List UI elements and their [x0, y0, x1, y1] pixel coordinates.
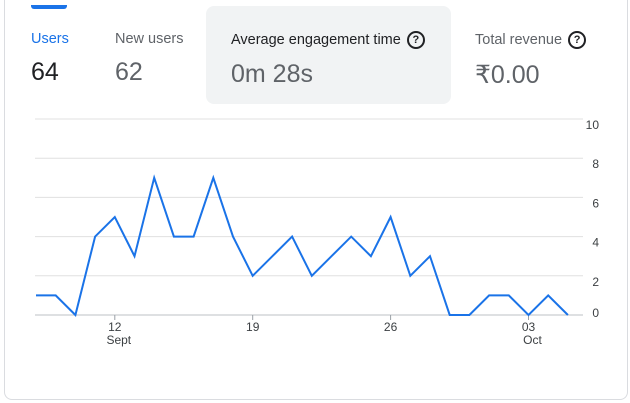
metric-engagement-time-label-row: Average engagement time ? — [231, 31, 425, 49]
x-tick-day-label: 03 — [522, 320, 536, 334]
x-tick-day-label: 26 — [384, 320, 398, 334]
y-tick-label: 2 — [592, 275, 599, 289]
metric-total-revenue-label-row: Total revenue ? — [475, 31, 587, 49]
metric-engagement-time-label: Average engagement time — [231, 32, 401, 48]
y-tick-label: 4 — [592, 236, 599, 250]
y-tick-label: 6 — [592, 196, 599, 210]
selected-metric-background — [206, 6, 451, 104]
help-circle-icon[interactable]: ? — [406, 31, 425, 49]
metric-total-revenue-value: ₹0.00 — [475, 61, 540, 89]
metric-users-label: Users — [31, 31, 69, 47]
metric-new-users-label: New users — [115, 31, 184, 47]
chart-grid — [35, 118, 583, 316]
metric-users[interactable]: Users 64 — [31, 31, 69, 87]
x-tick-month-label: Oct — [523, 333, 542, 347]
x-tick-day-label: 12 — [108, 320, 122, 334]
y-tick-label: 8 — [592, 157, 599, 171]
x-tick-month-label: Sept — [106, 333, 131, 347]
y-tick-label: 0 — [592, 306, 599, 320]
metric-users-value: 64 — [31, 58, 59, 86]
x-tick-day-label: 19 — [246, 320, 260, 334]
y-axis: 10 8 6 4 2 0 — [586, 118, 600, 320]
metric-new-users[interactable]: New users 62 — [115, 31, 184, 87]
active-tab-indicator — [31, 5, 67, 9]
metric-engagement-time[interactable]: Average engagement time ? 0m 28s — [231, 31, 425, 89]
metric-engagement-time-value: 0m 28s — [231, 60, 313, 88]
y-tick-label: 10 — [586, 118, 600, 132]
help-circle-icon[interactable]: ? — [568, 31, 587, 49]
metric-total-revenue[interactable]: Total revenue ? ₹0.00 — [475, 31, 587, 90]
metric-total-revenue-label: Total revenue — [475, 32, 563, 48]
metric-new-users-value: 62 — [115, 58, 143, 86]
series-line — [36, 174, 569, 317]
